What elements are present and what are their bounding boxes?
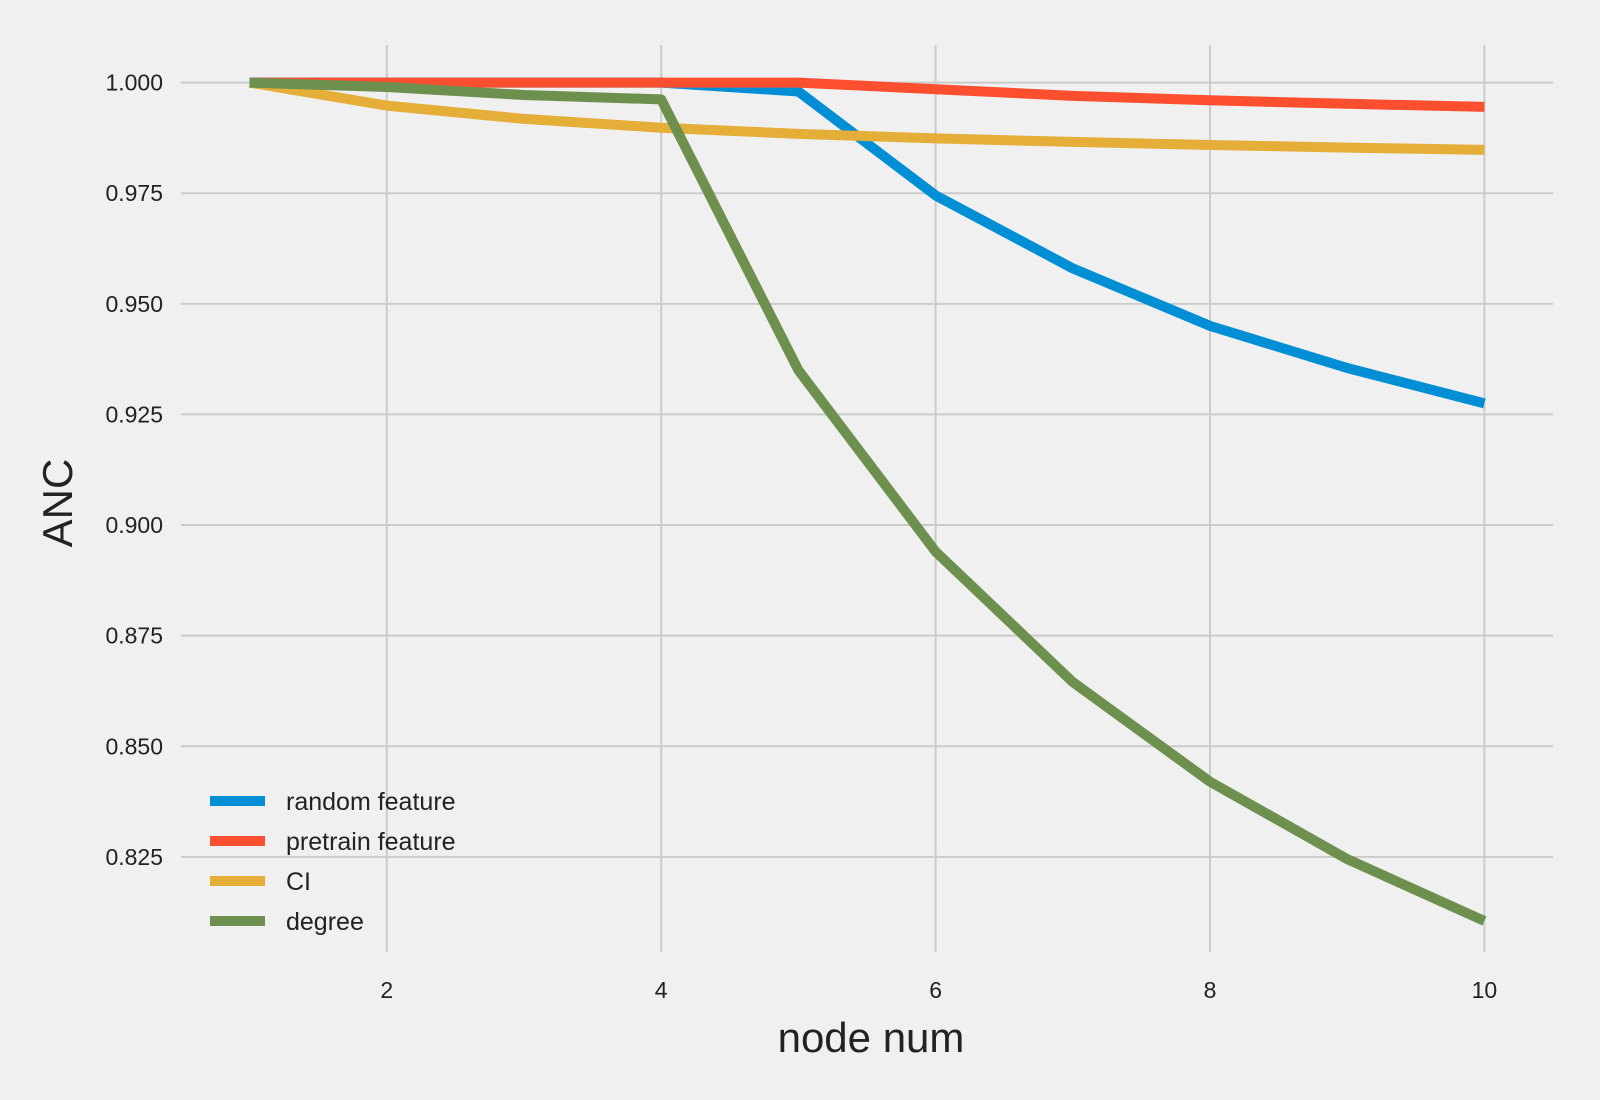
series-line-random-feature — [249, 77, 1486, 409]
y-tick-label: 0.850 — [105, 733, 163, 759]
x-tick-label: 10 — [1472, 977, 1498, 1003]
y-tick-label: 0.925 — [105, 401, 163, 427]
series-lines — [248, 77, 1487, 926]
y-tick-label: 1.000 — [105, 70, 163, 96]
x-axis-label: node num — [778, 1014, 965, 1061]
series-line-degree — [249, 77, 1487, 926]
legend: random feature pretrain feature CI degree — [210, 788, 456, 936]
x-tick-label: 2 — [380, 977, 393, 1003]
y-axis-ticks: 0.825 0.850 0.875 0.900 0.925 0.950 0.975 1.000 — [105, 70, 163, 870]
x-tick-label: 4 — [655, 977, 668, 1003]
x-axis-ticks: 2 4 6 8 10 — [380, 977, 1497, 1003]
y-tick-label: 0.975 — [105, 180, 163, 206]
y-tick-label: 0.950 — [105, 291, 163, 317]
legend-label-ci: CI — [286, 868, 311, 896]
legend-label-random-feature: random feature — [286, 788, 456, 816]
legend-label-degree: degree — [286, 908, 364, 936]
y-tick-label: 0.900 — [105, 512, 163, 538]
x-tick-label: 8 — [1204, 977, 1217, 1003]
x-tick-label: 6 — [929, 977, 942, 1003]
legend-label-pretrain-feature: pretrain feature — [286, 828, 456, 856]
y-tick-label: 0.825 — [105, 844, 163, 870]
series-line-ci — [248, 77, 1485, 155]
y-tick-label: 0.875 — [105, 623, 163, 649]
y-axis-label: ANC — [34, 459, 81, 548]
series-line-pretrain-feature — [249, 77, 1485, 112]
